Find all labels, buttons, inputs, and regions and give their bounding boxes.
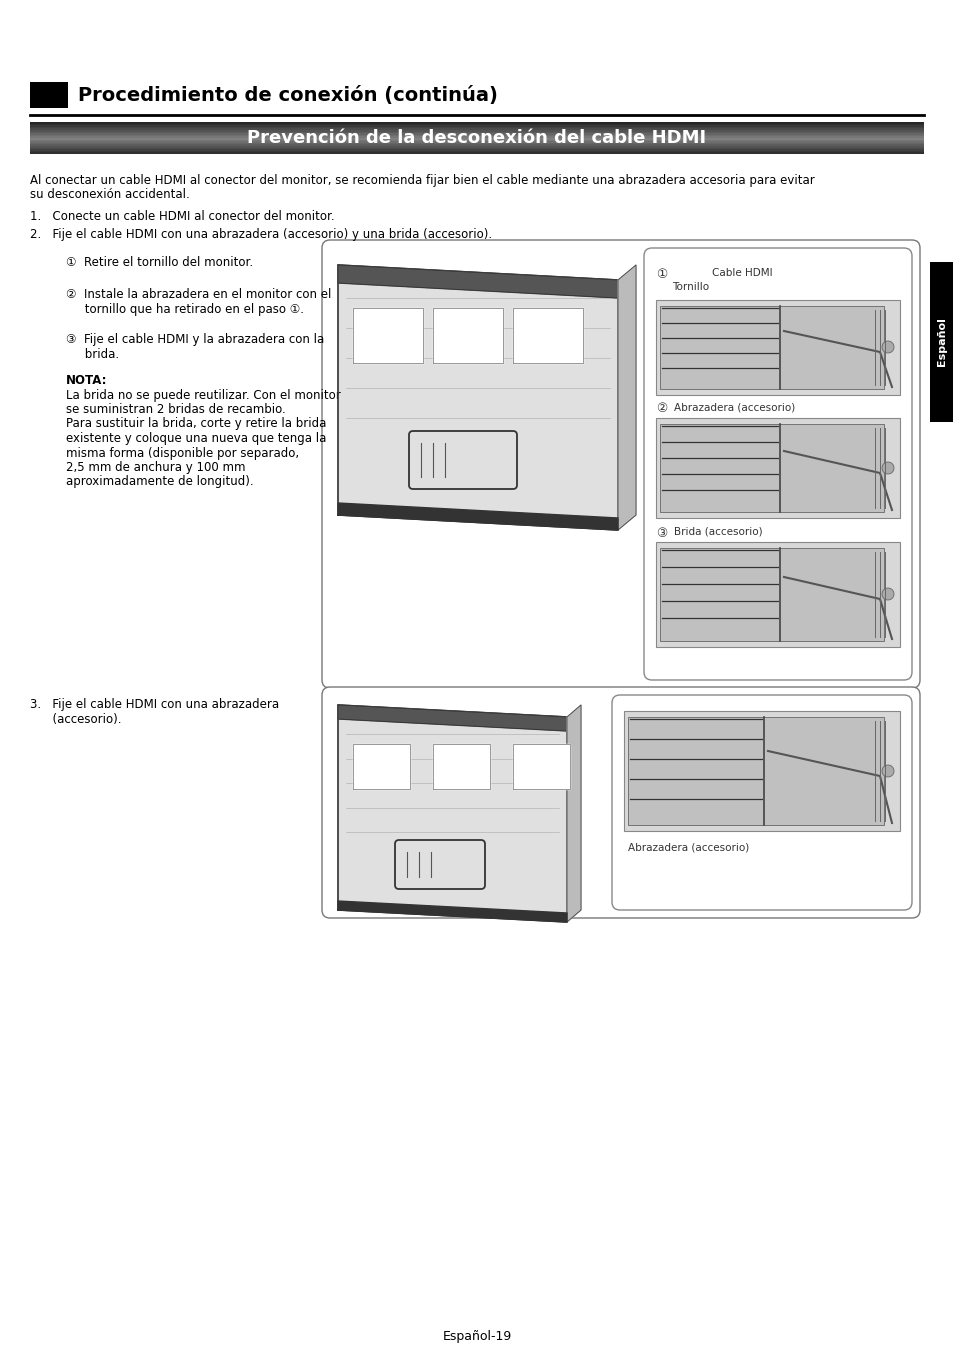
- Bar: [659, 424, 883, 512]
- Text: Brida (accesorio): Brida (accesorio): [673, 526, 761, 537]
- FancyBboxPatch shape: [643, 248, 911, 680]
- Polygon shape: [433, 744, 490, 788]
- Text: 2,5 mm de anchura y 100 mm: 2,5 mm de anchura y 100 mm: [66, 460, 245, 474]
- Text: La brida no se puede reutilizar. Con el monitor: La brida no se puede reutilizar. Con el …: [66, 389, 340, 401]
- Text: ③: ③: [656, 526, 666, 540]
- FancyBboxPatch shape: [322, 687, 919, 918]
- Bar: [30, 139, 923, 142]
- Text: misma forma (disponible por separado,: misma forma (disponible por separado,: [66, 447, 299, 459]
- Text: Cable HDMI: Cable HDMI: [711, 269, 772, 278]
- Text: Tornillo: Tornillo: [671, 282, 708, 292]
- Text: Abrazadera (accesorio): Abrazadera (accesorio): [673, 402, 795, 412]
- Text: ③  Fije el cable HDMI y la abrazadera con la: ③ Fije el cable HDMI y la abrazadera con…: [66, 333, 324, 346]
- FancyBboxPatch shape: [322, 240, 919, 688]
- Bar: [656, 300, 899, 396]
- Text: existente y coloque una nueva que tenga la: existente y coloque una nueva que tenga …: [66, 432, 326, 446]
- Polygon shape: [337, 900, 566, 922]
- Polygon shape: [353, 744, 410, 788]
- Bar: [656, 541, 899, 647]
- Bar: [30, 147, 923, 150]
- Bar: [30, 131, 923, 134]
- Text: NOTA:: NOTA:: [66, 374, 108, 387]
- Text: Al conectar un cable HDMI al conector del monitor, se recomienda fijar bien el c: Al conectar un cable HDMI al conector de…: [30, 174, 814, 188]
- Polygon shape: [353, 308, 422, 363]
- Text: 3.   Fije el cable HDMI con una abrazadera: 3. Fije el cable HDMI con una abrazadera: [30, 698, 279, 711]
- Circle shape: [882, 765, 893, 778]
- Bar: [30, 134, 923, 135]
- Bar: [623, 711, 899, 832]
- Bar: [30, 146, 923, 147]
- Circle shape: [882, 342, 893, 352]
- Text: Español: Español: [936, 317, 946, 366]
- Bar: [30, 130, 923, 131]
- Bar: [30, 127, 923, 128]
- Bar: [30, 136, 923, 138]
- Text: P-4: P-4: [35, 88, 63, 103]
- Bar: [30, 82, 68, 108]
- Polygon shape: [566, 705, 580, 922]
- Bar: [30, 142, 923, 143]
- Bar: [929, 262, 953, 423]
- Text: se suministran 2 bridas de recambio.: se suministran 2 bridas de recambio.: [66, 404, 286, 416]
- Polygon shape: [513, 744, 569, 788]
- Bar: [30, 138, 923, 139]
- Text: ②: ②: [656, 402, 666, 414]
- Text: su desconexión accidental.: su desconexión accidental.: [30, 189, 190, 201]
- Polygon shape: [337, 705, 566, 922]
- Bar: [30, 144, 923, 146]
- Text: (accesorio).: (accesorio).: [30, 713, 121, 725]
- Text: Abrazadera (accesorio): Abrazadera (accesorio): [627, 842, 748, 853]
- Polygon shape: [513, 308, 582, 363]
- Bar: [30, 151, 923, 153]
- Text: aproximadamente de longitud).: aproximadamente de longitud).: [66, 475, 253, 489]
- Text: 2.   Fije el cable HDMI con una abrazadera (accesorio) y una brida (accesorio).: 2. Fije el cable HDMI con una abrazadera…: [30, 228, 492, 242]
- Polygon shape: [337, 265, 618, 298]
- Polygon shape: [618, 265, 636, 531]
- Bar: [30, 124, 923, 126]
- Polygon shape: [433, 308, 502, 363]
- Circle shape: [882, 462, 893, 474]
- Text: Prevención de la desconexión del cable HDMI: Prevención de la desconexión del cable H…: [247, 130, 706, 147]
- Text: ①  Retire el tornillo del monitor.: ① Retire el tornillo del monitor.: [66, 256, 253, 269]
- Text: ②  Instale la abrazadera en el monitor con el: ② Instale la abrazadera en el monitor co…: [66, 288, 331, 301]
- Text: Para sustituir la brida, corte y retire la brida: Para sustituir la brida, corte y retire …: [66, 417, 326, 431]
- FancyBboxPatch shape: [612, 695, 911, 910]
- Polygon shape: [337, 265, 618, 531]
- Text: 1.   Conecte un cable HDMI al conector del monitor.: 1. Conecte un cable HDMI al conector del…: [30, 211, 335, 223]
- Text: brida.: brida.: [66, 347, 119, 360]
- Polygon shape: [337, 504, 618, 531]
- Bar: [656, 418, 899, 518]
- Bar: [659, 548, 883, 641]
- Text: tornillo que ha retirado en el paso ①.: tornillo que ha retirado en el paso ①.: [66, 302, 304, 316]
- Bar: [30, 128, 923, 130]
- Text: Español-19: Español-19: [442, 1330, 511, 1343]
- Polygon shape: [337, 705, 566, 730]
- Circle shape: [882, 589, 893, 599]
- Bar: [30, 143, 923, 144]
- Bar: [659, 306, 883, 389]
- Bar: [30, 153, 923, 154]
- Bar: [30, 126, 923, 127]
- Bar: [30, 122, 923, 124]
- Text: ①: ①: [656, 269, 666, 281]
- Text: Procedimiento de conexión (continúa): Procedimiento de conexión (continúa): [78, 85, 497, 104]
- Bar: [627, 717, 883, 825]
- Bar: [30, 150, 923, 151]
- Bar: [30, 135, 923, 136]
